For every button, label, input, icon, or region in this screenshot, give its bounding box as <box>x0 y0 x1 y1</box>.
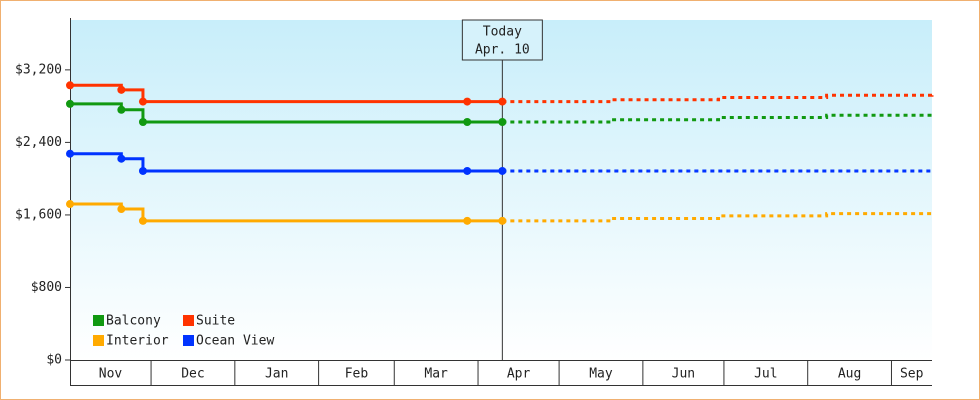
price-point <box>463 97 472 106</box>
x-tick-label: Jun <box>672 367 695 382</box>
legend-swatch <box>183 335 194 346</box>
legend-label: Suite <box>196 314 235 329</box>
y-tick-label: $1,600 <box>15 207 62 222</box>
price-point <box>498 216 507 225</box>
today-label: Apr. 10 <box>475 43 530 58</box>
forecast-line <box>502 92 934 104</box>
x-tick-label: Apr <box>507 367 531 382</box>
x-tick-label: Mar <box>424 367 448 382</box>
price-point <box>138 166 147 175</box>
price-point <box>498 118 507 126</box>
price-point <box>463 118 472 126</box>
x-tick-label: Jul <box>754 367 777 382</box>
plot-area <box>70 20 932 360</box>
price-point <box>117 85 126 94</box>
forecast-line <box>502 112 934 124</box>
x-tick-label: Jan <box>265 367 288 382</box>
price-point <box>498 97 507 106</box>
forecast-line <box>502 210 934 223</box>
x-tick-label: Dec <box>181 367 204 382</box>
price-point <box>117 105 126 114</box>
legend-label: Ocean View <box>196 334 274 349</box>
legend-label: Balcony <box>106 314 161 329</box>
price-point <box>138 97 147 106</box>
price-point <box>117 154 126 163</box>
price-point <box>66 81 74 90</box>
x-tick-label: Nov <box>99 367 123 382</box>
price-point <box>66 99 74 108</box>
y-tick-label: $800 <box>31 280 62 295</box>
price-point <box>463 216 472 225</box>
y-tick-label: $0 <box>46 353 62 368</box>
x-tick-label: Feb <box>345 367 369 382</box>
price-point <box>463 166 472 175</box>
y-tick-label: $2,400 <box>15 135 62 150</box>
today-label: Today <box>483 25 522 40</box>
legend-swatch <box>93 315 104 326</box>
today-box <box>461 19 543 61</box>
price-point <box>66 200 74 209</box>
legend-label: Interior <box>106 334 169 349</box>
legend-swatch <box>93 335 104 346</box>
price-point <box>138 216 147 225</box>
x-tick-label: May <box>589 367 613 382</box>
price-point <box>498 166 507 175</box>
y-tick-label: $3,200 <box>15 62 62 77</box>
x-tick-label: Aug <box>838 367 861 382</box>
x-tick-label: Sep <box>900 367 924 382</box>
price-point <box>117 205 126 214</box>
price-point <box>138 118 147 126</box>
price-point <box>66 149 74 158</box>
legend-swatch <box>183 315 194 326</box>
